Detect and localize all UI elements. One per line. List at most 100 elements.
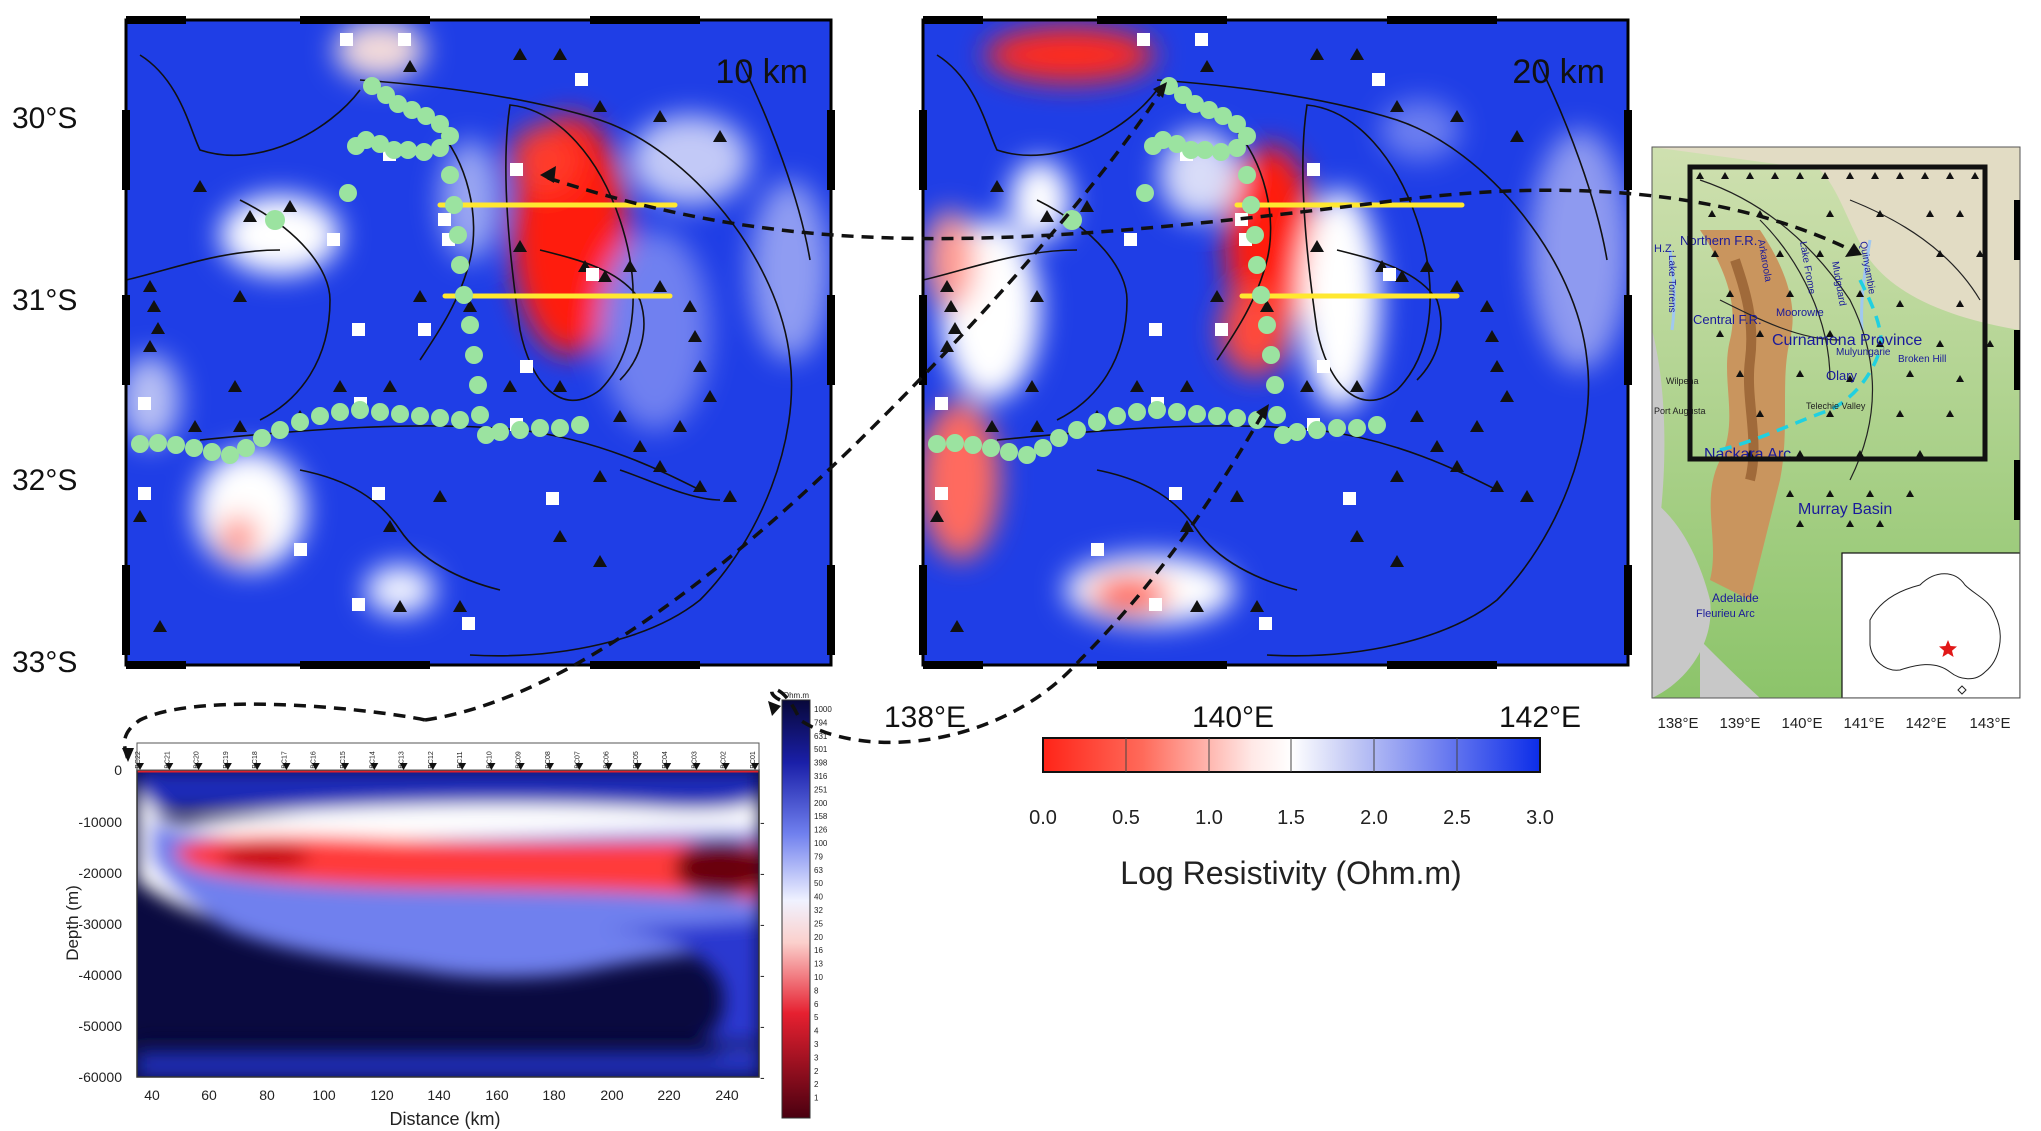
lon-label-142e: 142°E	[1499, 701, 1581, 734]
station-marker	[341, 763, 349, 770]
arrow-profile-to-map-10km	[122, 702, 426, 761]
profile-xtick-140: 140	[427, 1087, 451, 1103]
station-marker	[370, 763, 379, 770]
station-label: BC07	[574, 751, 581, 769]
profile-xlabel: Distance (km)	[389, 1109, 500, 1129]
station-label: BC06	[604, 751, 611, 769]
scale-value-label: 8	[814, 986, 819, 995]
locator-label-hz: H.Z.	[1654, 243, 1675, 255]
colorbar-tick-2: 1.0	[1195, 807, 1223, 829]
lat-label-33s: 33°S	[12, 646, 77, 679]
station-marker	[751, 763, 759, 770]
scale-value-label: 126	[814, 826, 828, 835]
station-marker	[428, 763, 437, 770]
scale-value-label: 10	[814, 973, 823, 982]
locator-lon-141e: 141°E	[1843, 715, 1884, 732]
profile-xtick-240: 240	[715, 1087, 739, 1103]
profile-right-tick: -	[760, 916, 765, 932]
scale-value-label: 4	[814, 1027, 819, 1036]
scale-value-label: 25	[814, 919, 823, 928]
scale-value-label: 251	[814, 785, 828, 794]
resistivity-map-10km: 10 km	[122, 16, 835, 669]
station-marker	[575, 763, 584, 770]
profile-right-tick: -	[760, 967, 765, 983]
profile-xtick-100: 100	[312, 1087, 336, 1103]
station-label: BC02	[721, 751, 728, 769]
lat-label-31s: 31°S	[12, 284, 77, 317]
profile-right-tick: -	[760, 1069, 765, 1085]
station-marker	[458, 763, 467, 770]
locator-lon-142e: 142°E	[1905, 715, 1946, 732]
locator-label-lake-torrens: Lake Torrens	[1666, 255, 1677, 313]
profile-right-tick: -	[760, 865, 765, 881]
colorbar-tick-6: 3.0	[1526, 807, 1554, 829]
scale-value-label: 20	[814, 933, 823, 942]
scale-value-label: 794	[814, 718, 828, 727]
station-label: BC18	[252, 751, 259, 769]
locator-label-mulyungarie: Mulyungarie	[1836, 347, 1891, 358]
station-marker	[692, 763, 701, 770]
station-marker	[136, 763, 144, 770]
depth-label-10km: 10 km	[715, 53, 808, 91]
scale-value-label: 631	[814, 732, 828, 741]
locator-label-murray: Murray Basin	[1798, 501, 1892, 518]
profile-scale-title: Ohm.m	[783, 691, 810, 700]
connector-arrows	[122, 89, 1856, 761]
colorbar-tick-4: 2.0	[1360, 807, 1388, 829]
station-label: BC05	[633, 751, 640, 769]
profile-ytick-6: -60000	[78, 1069, 122, 1085]
profile-right-tick: -	[760, 1018, 765, 1034]
station-label: BC15	[340, 751, 347, 769]
station-label: BC14	[369, 751, 376, 769]
profile-scale-values: 1000794631501398316251200158126100796350…	[814, 705, 832, 1103]
locator-label-telechie: Telechie Valley	[1806, 401, 1866, 411]
profile-xtick-220: 220	[657, 1087, 681, 1103]
station-marker	[399, 763, 408, 770]
station-label: BC22	[135, 751, 142, 769]
resistivity-colorbar: 0.0 0.5 1.0 1.5 2.0 2.5 3.0 Log Resistiv…	[1029, 737, 1554, 891]
station-label: BC12	[428, 751, 435, 769]
colorbar-tick-5: 2.5	[1443, 807, 1471, 829]
station-label: BC17	[281, 751, 288, 769]
profile-ytick-5: -50000	[78, 1018, 122, 1034]
colorbar-tick-3: 1.5	[1277, 807, 1305, 829]
scale-value-label: 2	[814, 1067, 819, 1076]
scale-value-label: 40	[814, 893, 823, 902]
locator-label-adelaide: Adelaide	[1712, 591, 1759, 605]
depth-profile-section: BC22 BC21 BC20 BC19 BC18 BC17 BC16 BC15 BC14 BC13…	[63, 691, 832, 1129]
profile-xtick-120: 120	[370, 1087, 394, 1103]
colorbar-tick-0: 0.0	[1029, 807, 1057, 829]
profile-ylabel: Depth (m)	[63, 885, 82, 961]
profile-xtick-200: 200	[600, 1087, 624, 1103]
scale-value-label: 158	[814, 812, 828, 821]
scale-value-label: 398	[814, 759, 828, 768]
station-label: BC10	[486, 751, 493, 769]
scale-value-label: 63	[814, 866, 823, 875]
scale-value-label: 316	[814, 772, 828, 781]
scale-value-label: 200	[814, 799, 828, 808]
scale-value-label: 2	[814, 1080, 819, 1089]
profile-ytick-2: -20000	[78, 865, 122, 881]
arrow-to-map-20km	[769, 409, 1267, 745]
locator-label-wilpena: Wilpena	[1666, 376, 1699, 386]
station-marker	[253, 763, 262, 770]
station-marker	[546, 763, 554, 770]
station-label: BC01	[750, 751, 757, 769]
scale-value-label: 3	[814, 1040, 819, 1049]
lon-label-140e: 140°E	[1192, 701, 1274, 734]
station-label: BC21	[164, 751, 171, 769]
locator-label-olary: Olary	[1826, 368, 1858, 383]
station-marker	[165, 763, 174, 770]
lat-label-30s: 30°S	[12, 102, 77, 135]
station-marker	[604, 763, 613, 770]
station-marker	[311, 763, 320, 770]
profile-xtick-40: 40	[144, 1087, 160, 1103]
colorbar-title: Log Resistivity (Ohm.m)	[1120, 855, 1461, 891]
station-marker	[663, 763, 672, 770]
station-marker	[633, 763, 642, 770]
locator-lon-140e: 140°E	[1781, 715, 1822, 732]
profile-ytick-0: 0	[114, 762, 122, 778]
scale-value-label: 100	[814, 839, 828, 848]
locator-study-box	[1687, 164, 1988, 462]
